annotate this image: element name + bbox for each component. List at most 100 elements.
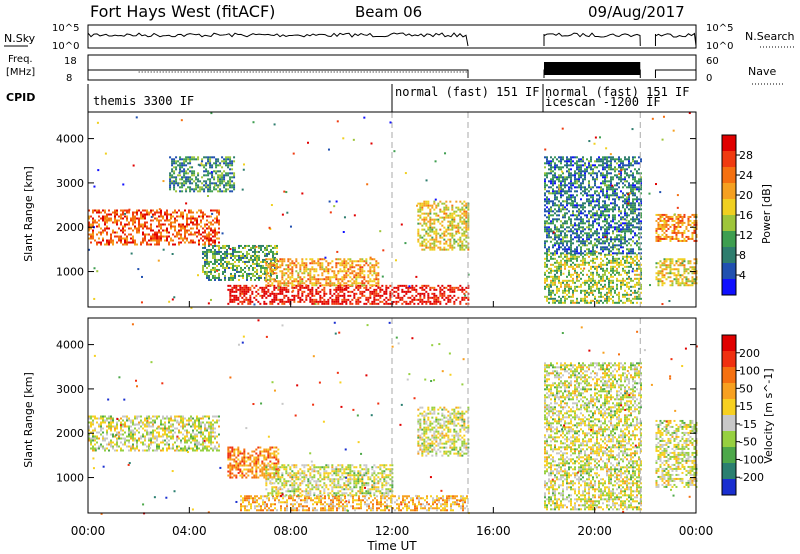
heatmap-cell [572,250,574,253]
heatmap-cell [175,182,178,185]
heatmap-cell [608,224,610,227]
heatmap-cell [120,213,122,216]
heatmap-cell [299,298,302,301]
heatmap-cell [574,170,576,173]
heatmap-cell [582,158,584,161]
heatmap-cell [616,228,618,231]
heatmap-cell [608,252,610,255]
heatmap-cell [347,280,350,283]
heatmap-cell [451,232,454,235]
heatmap-cell [560,162,562,165]
heatmap-cell [211,166,214,169]
heatmap-cell [321,264,324,267]
heatmap-cell [606,186,608,189]
heatmap-cell [455,226,458,229]
heatmap-cell [606,234,608,237]
heatmap-cell [572,293,574,296]
heatmap-cell [190,221,192,224]
heatmap-cell [254,250,256,253]
heatmap-cell [628,277,630,280]
heatmap-cell [449,228,452,231]
heatmap-cell [170,223,172,226]
heatmap-cell [341,294,344,297]
heatmap-cell [421,202,424,205]
heatmap-cell [182,239,184,242]
heatmap-cell [393,286,396,289]
heatmap-cell [331,294,334,297]
heatmap-cell [260,260,262,263]
heatmap-cell [187,178,190,181]
heatmap-cell [604,297,606,300]
heatmap-cell [156,231,158,234]
heatmap-cell [347,298,350,301]
heatmap-cell [373,288,376,291]
heatmap-cell [349,264,352,267]
heatmap-cell [570,253,572,256]
heatmap-cell [594,212,596,215]
heatmap-cell [453,212,456,215]
heatmap-cell [663,219,666,222]
heatmap-cell [630,204,632,207]
heatmap-cell [218,211,220,214]
heatmap-cell [169,188,172,191]
heatmap-cell [443,230,446,233]
heatmap-cell [600,287,602,290]
heatmap-cell [146,225,148,228]
heatmap-cell [568,289,570,292]
heatmap-cell [423,216,426,219]
heatmap-cell [640,275,642,278]
heatmap-cell [206,270,208,273]
heatmap-cell [604,220,606,223]
heatmap-cell [106,231,108,234]
heatmap-cell [544,244,546,247]
heatmap-cell [178,243,180,246]
heatmap-cell [244,254,246,257]
heatmap-cell [257,288,260,291]
heatmap-cell [102,215,104,218]
heatmap-cell [268,252,270,255]
heatmap-cell [612,158,614,161]
heatmap-cell [263,288,266,291]
heatmap-cell [417,210,420,213]
heatmap-cell [612,178,614,181]
heatmap-cell [455,232,458,235]
heatmap-cell [256,254,258,257]
heatmap-cell [264,254,266,257]
heatmap-cell [229,296,232,299]
heatmap-cell [210,227,212,230]
heatmap-cell [618,299,620,302]
heatmap-cell [455,200,458,203]
heatmap-cell [367,288,370,291]
heatmap-cell [183,170,186,173]
heatmap-cell [584,162,586,165]
heatmap-cell [598,204,600,207]
heatmap-cell [604,248,606,251]
heatmap-cell [142,223,144,226]
heatmap-cell [291,276,294,279]
heatmap-cell [576,271,578,274]
heatmap-cell [596,255,598,258]
heatmap-cell [556,275,558,278]
heatmap-cell [590,194,592,197]
heatmap-cell [233,286,236,289]
heatmap-cell [463,210,466,213]
heatmap-cell [659,270,662,273]
heatmap-cell [584,170,586,173]
heatmap-cell [319,268,322,271]
heatmap-cell [574,206,576,209]
heatmap-cell [552,252,554,255]
heatmap-cell [630,238,632,241]
heatmap-cell [578,265,580,268]
heatmap-cell [554,293,556,296]
heatmap-cell [556,176,558,179]
heatmap-cell [213,176,216,179]
heatmap-cell [624,176,626,179]
heatmap-cell [218,209,220,212]
heatmap-cell [353,292,356,295]
heatmap-cell [130,237,132,240]
heatmap-cell [655,231,658,234]
heatmap-cell [588,248,590,251]
heatmap-cell [435,302,438,305]
heatmap-cell [548,226,550,229]
heatmap-cell [210,270,212,273]
